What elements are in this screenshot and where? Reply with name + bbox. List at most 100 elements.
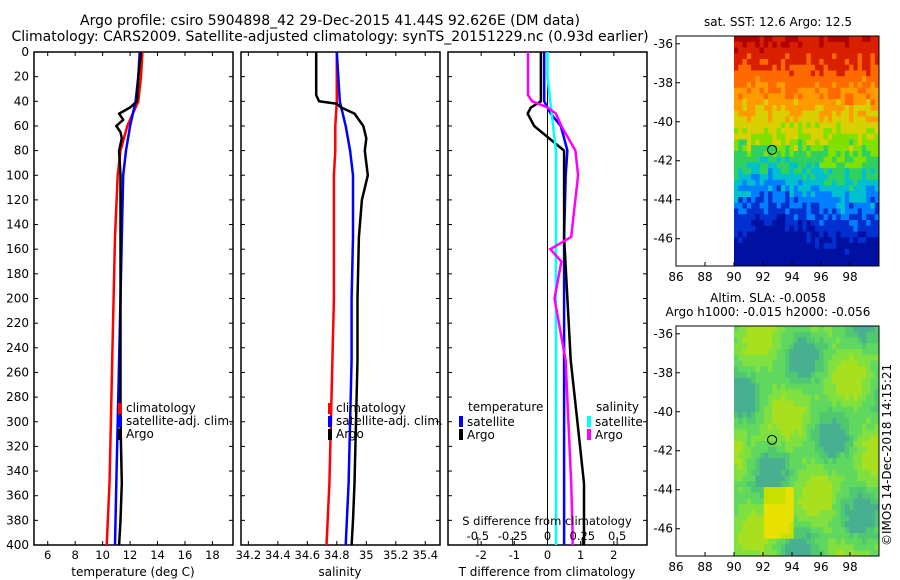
map-cell: [866, 168, 871, 175]
map-cell: [797, 179, 803, 186]
map-cell: [844, 105, 850, 112]
map-cell: [789, 469, 795, 476]
map-cell: [734, 372, 739, 379]
map-cell: [853, 412, 859, 419]
map-cell: [806, 191, 812, 198]
map-cell: [874, 254, 880, 261]
map-cell: [751, 331, 756, 338]
s-tick-label: 0.25: [570, 529, 596, 543]
map-cell: [772, 533, 778, 540]
map-cell: [772, 225, 778, 232]
map-cell: [827, 260, 833, 267]
map-cell: [857, 452, 863, 459]
map-cell: [793, 145, 799, 152]
map-cell: [815, 469, 820, 476]
map-cell: [759, 464, 765, 471]
map-cell: [789, 145, 795, 152]
map-cell: [785, 191, 790, 198]
map-cell: [836, 174, 842, 181]
map-cell: [866, 99, 871, 106]
map-cell: [780, 151, 786, 158]
x-tick-label: 34.4: [265, 548, 291, 562]
map-cell: [857, 93, 863, 100]
map-cell: [797, 533, 803, 540]
map-cell: [849, 446, 854, 453]
map-cell: [789, 105, 795, 112]
map-cell: [772, 412, 778, 419]
map-cell: [789, 544, 795, 551]
map-cell: [759, 400, 765, 407]
map-cell: [806, 220, 812, 227]
map-cell: [832, 174, 837, 181]
map-cell: [815, 156, 820, 163]
map-cell: [755, 151, 761, 158]
map-cell: [738, 202, 744, 209]
argo-position-marker: [767, 434, 778, 445]
map-cell: [874, 550, 880, 557]
map-cell: [759, 116, 765, 123]
map-cell: [785, 237, 790, 244]
map-cell: [810, 82, 816, 89]
map-cell: [746, 41, 752, 48]
map-cell: [844, 254, 850, 261]
map-cell: [827, 487, 833, 494]
map-cell: [759, 331, 765, 338]
map-cell: [802, 122, 807, 129]
map-cell: [874, 64, 880, 71]
map-cell: [793, 412, 799, 419]
map-cell: [780, 418, 786, 425]
map-cell: [849, 429, 854, 436]
map-cell: [836, 151, 842, 158]
map-cell: [861, 191, 867, 198]
map-cell: [810, 533, 816, 540]
map-cell: [793, 260, 799, 267]
map-cell: [853, 168, 859, 175]
map-cell: [874, 87, 880, 94]
map-cell: [857, 481, 863, 488]
map-cell: [797, 53, 803, 60]
map-cell: [746, 515, 752, 522]
map-cell: [797, 162, 803, 169]
map-cell: [819, 139, 825, 146]
map-cell: [751, 544, 756, 551]
map-cell: [870, 349, 876, 356]
map-cell: [810, 116, 816, 123]
map-cell: [797, 47, 803, 54]
map-cell: [768, 538, 773, 545]
map-cell: [755, 133, 761, 140]
map-cell: [819, 191, 825, 198]
map-cell: [823, 99, 829, 106]
map-cell: [836, 225, 842, 232]
map-cell: [789, 156, 795, 163]
map-cell: [870, 360, 876, 367]
map-cell: [840, 53, 846, 60]
map-cell: [746, 475, 752, 482]
map-cell: [768, 412, 773, 419]
map-cell: [819, 423, 825, 430]
map-cell: [759, 248, 765, 255]
map-cell: [870, 510, 876, 517]
map-cell: [844, 481, 850, 488]
map-cell: [823, 76, 829, 83]
map-cell: [815, 423, 820, 430]
map-cell: [763, 191, 769, 198]
map-cell: [780, 174, 786, 181]
map-cell: [793, 389, 799, 396]
map-cell: [797, 366, 803, 373]
map-cell: [861, 349, 867, 356]
map-cell: [763, 82, 769, 89]
map-cell: [874, 139, 880, 146]
map-cell: [844, 429, 850, 436]
map-cell: [857, 179, 863, 186]
map-cell: [789, 515, 795, 522]
map-cell: [763, 435, 769, 442]
map-cell: [810, 498, 816, 505]
map-cell: [827, 395, 833, 402]
map-x-tick-label: 94: [784, 560, 799, 574]
map-cell: [738, 372, 744, 379]
map-cell: [849, 128, 854, 135]
map-cell: [802, 87, 807, 94]
map-cell: [746, 145, 752, 152]
map-cell: [874, 372, 880, 379]
map-cell: [793, 481, 799, 488]
